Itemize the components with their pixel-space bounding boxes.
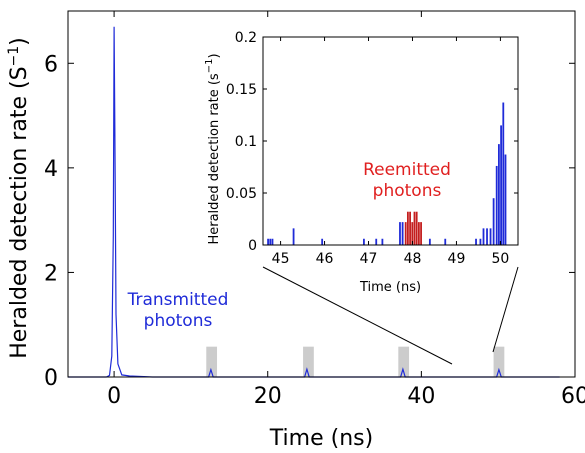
inset-y-axis-label: Heralded detection rate (s−1)	[204, 53, 222, 244]
inset-bar-s0-22	[504, 154, 507, 245]
main-y-tick-label-2: 4	[44, 157, 58, 182]
inset-bar-s0-14	[482, 228, 485, 245]
inset-bar-s0-20	[500, 125, 502, 245]
inset-y-tick-label-3: 0.15	[226, 82, 257, 98]
main-y-tick-label-1: 2	[44, 261, 58, 286]
inset-plot-area	[263, 37, 518, 245]
inset-bar-s0-3	[292, 228, 295, 245]
main-highlight-windows	[206, 346, 505, 377]
inset-y-tick-label-1: 0.05	[226, 186, 257, 202]
inset-bar-s1-6	[417, 222, 420, 245]
inset-x-tick-label-5: 50	[491, 251, 509, 267]
inset-bar-s1-1	[406, 211, 409, 245]
inset-background	[263, 37, 518, 245]
inset-bar-s0-10	[428, 238, 431, 245]
inset-x-tick-label-0: 45	[272, 251, 290, 267]
reemitted-annotation-line2: photons	[373, 181, 442, 201]
inset-bar-s1-4	[413, 211, 416, 245]
highlight-window-1	[303, 346, 314, 377]
inset-y-tick-label-4: 0.2	[235, 30, 257, 46]
inset-bar-s0-5	[363, 238, 365, 245]
inset-y-axis-label-superscript: −1	[204, 59, 215, 74]
inset-bar-s0-2	[271, 238, 274, 245]
main-x-tick-label-3: 60	[561, 384, 585, 409]
inset-bar-s0-11	[444, 238, 447, 245]
inset-bar-s0-16	[489, 228, 492, 245]
inset-bar-s0-8	[399, 222, 401, 245]
highlight-window-0	[206, 346, 218, 377]
inset-y-axis-label-suffix: )	[207, 53, 222, 58]
inset-x-tick-label-3: 48	[404, 251, 422, 267]
inset-bar-s0-1	[269, 238, 272, 245]
inset-x-axis-label: Time (ns)	[359, 280, 421, 295]
inset-x-tick-label-2: 47	[360, 251, 378, 267]
inset-x-tick-label-4: 49	[448, 251, 466, 267]
main-y-axis-label: Heralded detection rate (S−1)	[6, 37, 32, 359]
inset-bar-s0-15	[486, 228, 488, 245]
inset-x-tick-label-1: 46	[316, 251, 334, 267]
inset-y-tick-label-0: 0	[248, 238, 257, 254]
inset-bar-s1-3	[411, 222, 414, 245]
inset-bar-s0-7	[381, 238, 384, 245]
inset-bar-s0-6	[375, 238, 378, 245]
inset-bar-s0-21	[502, 102, 505, 246]
inset-y-axis-label-text: Heralded detection rate (s	[207, 73, 222, 244]
reemitted-annotation-line1: Reemitted	[363, 160, 451, 180]
main-axes	[67, 10, 576, 378]
inset-bar-s0-17	[492, 198, 495, 245]
highlight-window-3	[493, 346, 505, 377]
main-y-tick-label-3: 6	[44, 52, 58, 77]
main-x-axis-label: Time (ns)	[269, 426, 373, 451]
main-ticks	[68, 11, 576, 378]
inset-bar-s0-18	[495, 165, 498, 245]
highlight-window-2	[398, 346, 410, 377]
main-plot-frame	[67, 10, 576, 378]
inset-bar-s1-2	[409, 211, 411, 245]
inset-bar-s0-4	[321, 238, 324, 245]
main-x-tick-label-1: 20	[254, 384, 282, 409]
main-x-tick-label-0: 0	[107, 384, 121, 409]
inset-bar-s0-12	[475, 238, 477, 245]
main-x-tick-label-2: 40	[407, 384, 435, 409]
inset-bar-s1-5	[415, 211, 418, 245]
inset-bar-s1-7	[420, 222, 422, 245]
inset-tick-labels: 45 46 47 48 49 50 0 0.05 0.1 0.15 0.2	[226, 30, 509, 267]
main-y-tick-label-0: 0	[44, 366, 58, 391]
transmitted-annotation-line2: photons	[144, 311, 213, 331]
inset-bar-s0-0	[267, 238, 269, 245]
inset-bar-s0-9	[401, 222, 404, 245]
main-y-axis-label-text: Heralded detection rate (S	[7, 66, 32, 358]
main-y-axis-label-superscript: −1	[6, 46, 22, 67]
zoom-connector-right	[492, 266, 519, 353]
transmitted-annotation-line1: Transmitted	[127, 290, 229, 310]
inset-series-group	[267, 102, 507, 246]
inset-y-tick-label-2: 0.1	[235, 134, 257, 150]
inset-ticks	[263, 36, 518, 246]
inset-bar-s0-19	[497, 144, 500, 245]
zoom-connector-lines	[262, 266, 519, 365]
zoom-connector-left	[262, 266, 453, 365]
main-y-axis-label-suffix: )	[7, 37, 32, 46]
inset-bar-s1-0	[404, 222, 407, 245]
inset-bar-s0-13	[479, 238, 482, 245]
